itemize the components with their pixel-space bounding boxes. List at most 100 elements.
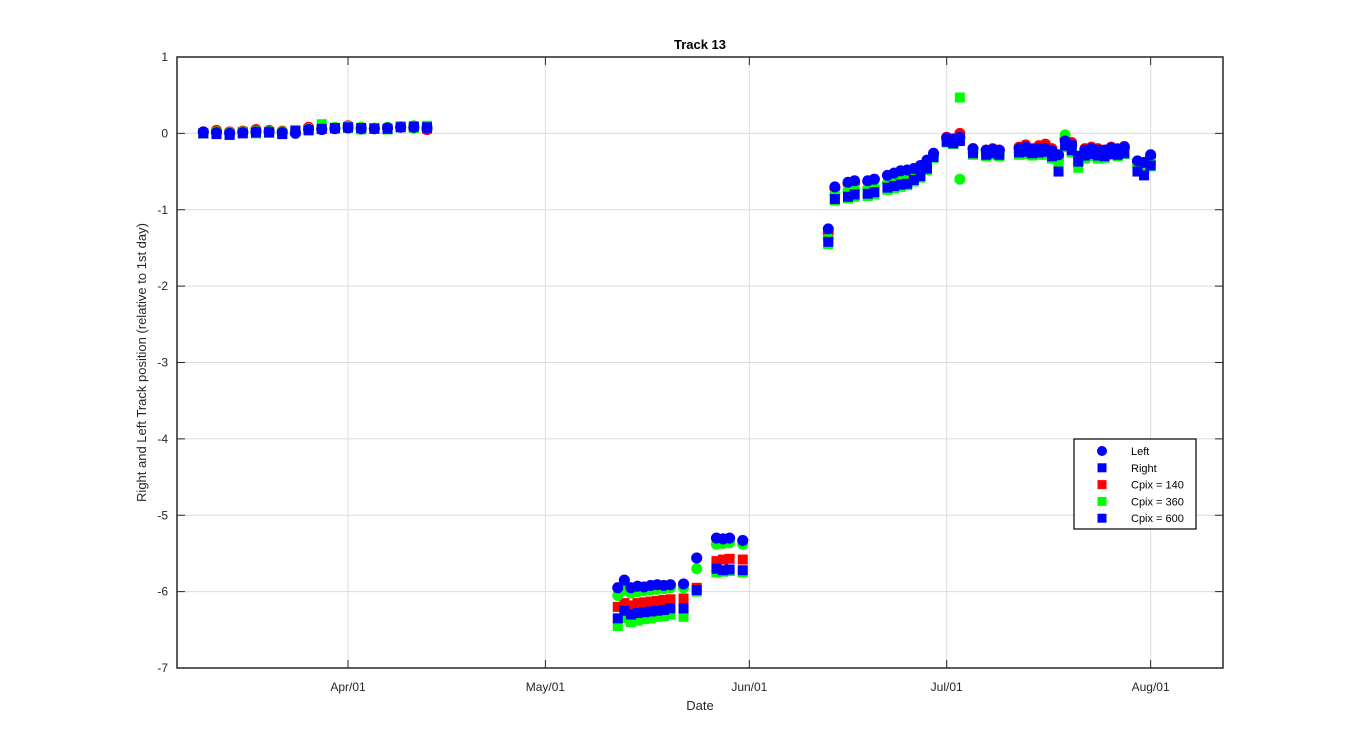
legend-marker-square (1097, 496, 1107, 506)
left-point-marker (868, 173, 880, 185)
right-point-marker (652, 605, 663, 616)
right-point-marker (658, 595, 669, 606)
left-point-marker (829, 181, 841, 193)
right-point-marker (665, 609, 676, 620)
left-point-marker (954, 131, 966, 143)
right-point-marker (737, 565, 748, 576)
legend-entry-label: Right (1131, 463, 1157, 475)
left-point-marker (1138, 156, 1150, 168)
legend-entry-label: Cpix = 140 (1131, 480, 1184, 492)
left-point-marker (849, 175, 861, 187)
left-point-marker (421, 122, 433, 134)
y-tick-label: -5 (157, 508, 168, 522)
legend-entry-label: Cpix = 600 (1131, 513, 1184, 525)
legend-marker-square (1097, 463, 1107, 473)
axis-ticks: 1 0 -1 -2 -3 -4 -5 -6 -7 Apr/01 May/01 Jun/01 Jul/01… (157, 50, 1223, 694)
left-point-marker (724, 532, 736, 544)
right-point-marker (625, 617, 636, 628)
y-tick-label: 1 (161, 50, 168, 64)
x-tick-label: Aug/01 (1132, 680, 1170, 694)
x-tick-label: Jul/01 (931, 680, 963, 694)
left-point-marker (691, 552, 703, 564)
right-point-marker (632, 598, 643, 609)
left-point-marker (237, 127, 249, 139)
left-point-marker (928, 147, 940, 159)
right-point-marker (612, 613, 623, 624)
left-point-marker (691, 563, 703, 575)
y-tick-label: -2 (157, 279, 168, 293)
y-tick-label: -4 (157, 432, 168, 446)
right-point-marker (678, 611, 689, 622)
left-point-marker (737, 534, 749, 546)
legend-box (1073, 438, 1197, 530)
left-point-marker (954, 173, 966, 185)
y-tick-label: -7 (157, 661, 168, 675)
left-point-marker (263, 126, 275, 138)
right-point-marker (632, 615, 643, 626)
right-point-marker (619, 605, 630, 616)
right-point-marker (665, 603, 676, 614)
left-point-marker (967, 143, 979, 155)
right-point-marker (954, 92, 965, 103)
left-point-marker (1053, 149, 1065, 161)
left-point-marker (993, 144, 1005, 156)
left-point-marker (224, 127, 236, 139)
right-point-marker (829, 194, 840, 205)
right-point-marker (724, 564, 735, 575)
right-point-marker (724, 553, 735, 564)
left-point-marker (1118, 141, 1130, 153)
left-point-marker (329, 123, 341, 135)
right-point-marker (849, 189, 860, 200)
left-point-marker (395, 121, 407, 133)
left-point-marker (276, 127, 288, 139)
right-point-marker (645, 606, 656, 617)
right-point-marker (1132, 166, 1143, 177)
left-point-marker (1066, 139, 1078, 151)
right-point-marker (823, 236, 834, 247)
left-point-marker (408, 121, 420, 133)
y-tick-label: 0 (161, 126, 168, 140)
legend: Left Right Cpix = 140 Cpix = 360 Cpix = 600 (1073, 438, 1197, 530)
left-point-marker (382, 122, 394, 134)
right-point-marker (737, 554, 748, 565)
right-point-marker (862, 188, 873, 199)
left-point-marker (678, 578, 690, 590)
left-point-marker (1145, 149, 1157, 161)
right-point-marker (1139, 170, 1150, 181)
right-point-marker (625, 600, 636, 611)
right-point-marker (619, 598, 630, 609)
right-point-marker (895, 179, 906, 190)
left-point-marker (289, 127, 301, 139)
right-point-marker (652, 595, 663, 606)
legend-marker-circle (1097, 446, 1107, 456)
right-point-marker (718, 565, 729, 576)
right-point-marker (843, 191, 854, 202)
left-point-marker (355, 123, 367, 135)
legend-entry-label: Cpix = 360 (1131, 496, 1184, 508)
right-point-marker (915, 171, 926, 182)
legend-marker-square (1097, 513, 1107, 523)
left-point-marker (303, 124, 315, 136)
grid (177, 56, 1223, 669)
legend-marker-square (1097, 480, 1107, 490)
right-point-marker (678, 603, 689, 614)
right-point-marker (921, 163, 932, 174)
legend-entry-label: Left (1131, 446, 1149, 458)
right-point-marker (612, 601, 623, 612)
right-point-marker (658, 611, 669, 622)
right-point-marker (645, 613, 656, 624)
right-point-marker (1119, 148, 1130, 159)
y-tick-label: -6 (157, 585, 168, 599)
right-point-marker (1099, 151, 1110, 162)
right-point-marker (639, 607, 650, 618)
right-point-marker (1106, 148, 1117, 159)
right-point-marker (678, 593, 689, 604)
right-point-marker (691, 585, 702, 596)
left-point-marker (210, 127, 222, 139)
right-point-marker (908, 174, 919, 185)
x-axis-label: Date (686, 698, 713, 713)
y-axis-label: Right and Left Track position (relative … (134, 223, 149, 502)
left-point-marker (250, 126, 262, 138)
